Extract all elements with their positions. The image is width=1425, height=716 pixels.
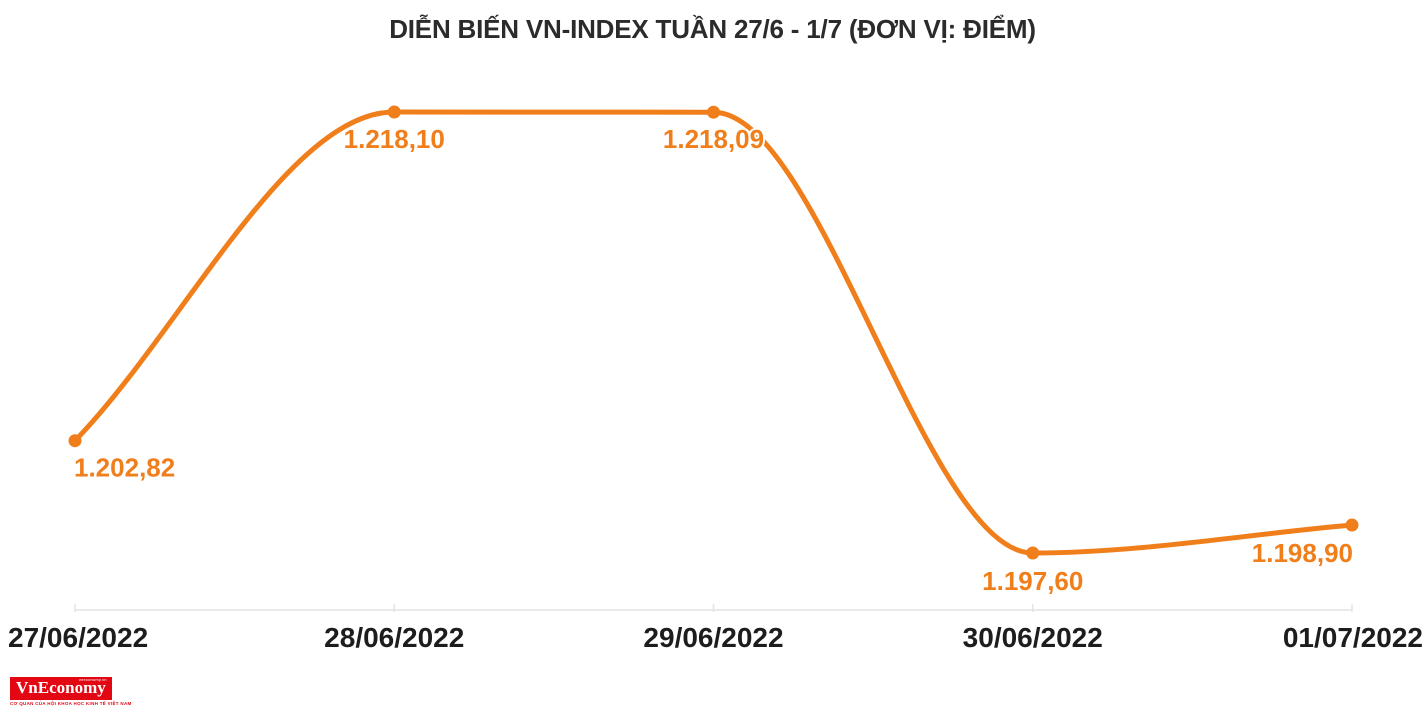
- logo-wordmark: VnEconomy: [16, 678, 106, 697]
- x-axis-label: 27/06/2022: [8, 622, 148, 653]
- vneconomy-logo: vneconomy.vn VnEconomy CƠ QUAN CỦA HỘI K…: [10, 677, 230, 707]
- data-point-label: 1.218,09: [663, 124, 764, 154]
- x-axis-label: 30/06/2022: [963, 622, 1103, 653]
- x-axis-label: 01/07/2022: [1283, 622, 1423, 653]
- data-point-label: 1.198,90: [1252, 538, 1353, 568]
- data-point: [707, 105, 720, 119]
- chart-title: DIỄN BIẾN VN-INDEX TUẦN 27/6 - 1/7 (ĐƠN …: [389, 14, 1036, 44]
- data-point: [387, 105, 401, 119]
- data-point-label: 1.202,82: [74, 453, 175, 483]
- vneconomy-logo-box: vneconomy.vn VnEconomy: [10, 677, 112, 700]
- vnindex-line: [72, 109, 1355, 556]
- data-point: [1345, 518, 1359, 532]
- x-axis-label: 29/06/2022: [643, 622, 783, 653]
- data-point: [68, 434, 82, 448]
- logo-tagline: CƠ QUAN CỦA HỘI KHOA HỌC KINH TẾ VIỆT NA…: [10, 701, 132, 706]
- data-point: [1026, 546, 1040, 560]
- data-point-label: 1.218,10: [344, 124, 445, 154]
- data-point-label: 1.197,60: [982, 566, 1083, 596]
- x-axis-label: 28/06/2022: [324, 622, 464, 653]
- logo-site-text: vneconomy.vn: [78, 677, 107, 682]
